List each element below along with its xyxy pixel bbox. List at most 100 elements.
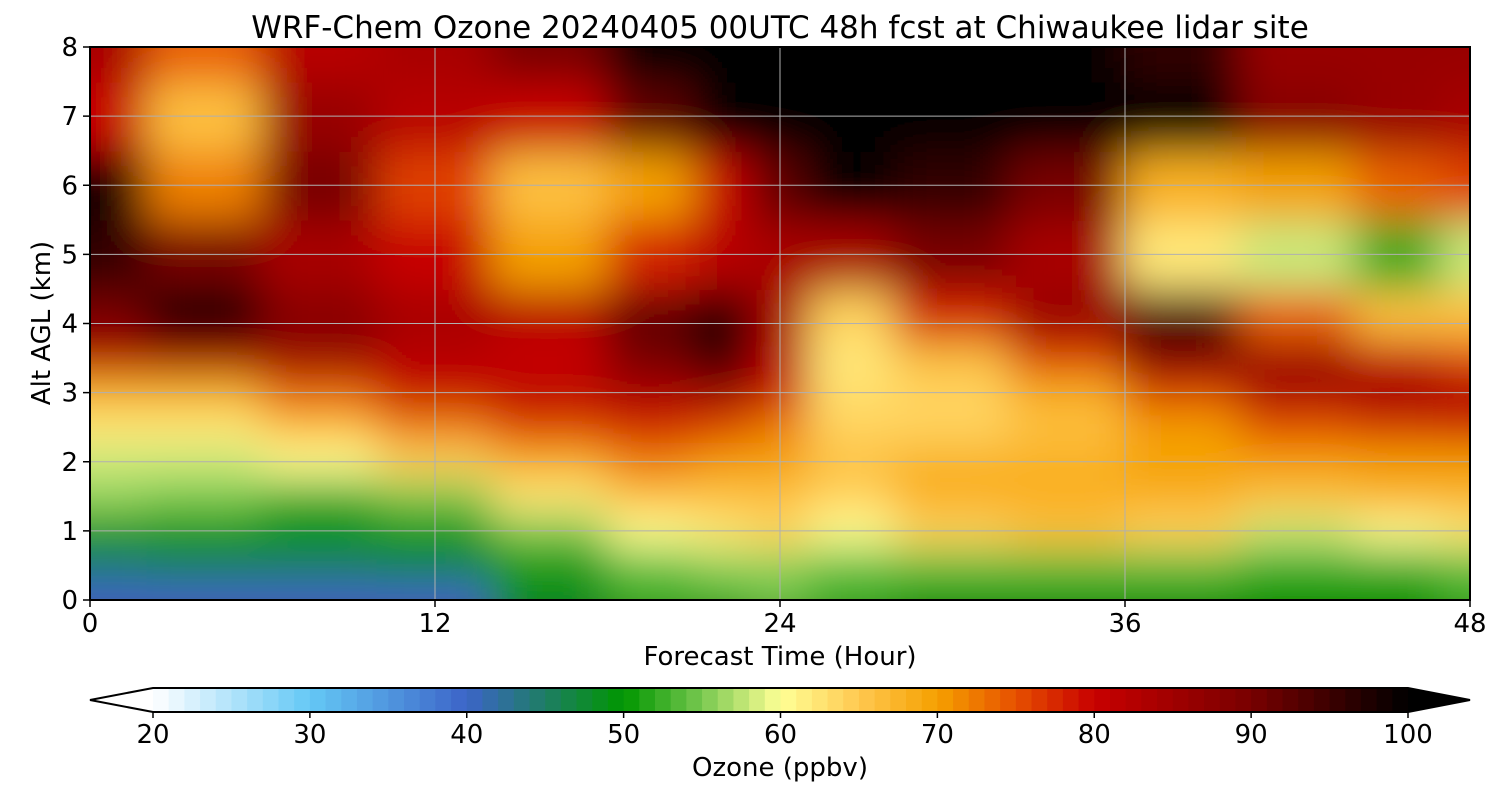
heatmap-cell — [491, 287, 609, 342]
colorbar-tick-label: 60 — [764, 720, 797, 750]
heatmap-cell — [1009, 339, 1126, 377]
x-tick-label: 24 — [763, 609, 796, 639]
heatmap-cell — [1239, 478, 1356, 515]
heatmap-cell — [894, 287, 1011, 342]
heatmap-cell — [146, 478, 264, 515]
colorbar-segment — [607, 688, 625, 712]
colorbar-segment — [529, 688, 546, 712]
colorbar-segment — [153, 688, 170, 712]
heatmap-cell — [692, 478, 753, 515]
colorbar-segment — [1313, 688, 1331, 712]
x-axis: 0 12 24 36 48 — [82, 600, 1487, 639]
colorbar-segment — [937, 688, 954, 712]
colorbar-segment — [576, 688, 593, 712]
heatmap-cell — [807, 408, 896, 446]
y-tick-label: 2 — [61, 448, 78, 478]
colorbar-segment — [560, 688, 578, 712]
x-axis-label: Forecast Time (Hour) — [643, 642, 916, 672]
heatmap-cell — [90, 339, 149, 377]
heatmap-cell — [491, 47, 609, 83]
colorbar-tick-label: 20 — [136, 720, 169, 750]
heatmap-cell — [807, 339, 896, 377]
colorbar-segment — [231, 688, 248, 712]
heatmap-cell — [491, 478, 609, 515]
heatmap-cell — [1440, 478, 1470, 515]
x-tick-label: 12 — [418, 609, 451, 639]
colorbar-segment — [623, 688, 640, 712]
colorbar-segment — [215, 688, 233, 712]
heatmap-cell — [894, 581, 1011, 600]
heatmap-cell — [1239, 287, 1356, 342]
colorbar-extend-max — [1408, 688, 1470, 712]
colorbar-segment — [592, 688, 609, 712]
heatmap-cell — [894, 339, 1011, 377]
heatmap-cell — [261, 47, 379, 83]
heatmap-cell — [692, 408, 753, 446]
heatmap-cell — [807, 478, 896, 515]
colorbar-segment — [1251, 688, 1268, 712]
heatmap-cell — [1354, 408, 1443, 446]
heatmap-cell — [1009, 547, 1126, 584]
heatmap-cell — [146, 547, 264, 584]
colorbar-segment — [890, 688, 907, 712]
colorbar-segment — [1392, 688, 1409, 712]
colorbar-segment — [341, 688, 358, 712]
y-axis-label: Alt AGL (km) — [27, 241, 57, 405]
colorbar-segment — [1298, 688, 1315, 712]
colorbar-segment — [325, 688, 342, 712]
colorbar-segment — [1000, 688, 1017, 712]
heatmap-cell — [146, 339, 264, 377]
colorbar-segment — [184, 688, 201, 712]
heatmap-cell — [606, 478, 695, 515]
heatmap-cell — [1239, 581, 1356, 600]
heatmap-cell — [261, 408, 379, 446]
heatmap-cell — [491, 408, 609, 446]
colorbar-segment — [1235, 688, 1252, 712]
heatmap-cell — [1009, 408, 1126, 446]
heatmap-cell — [894, 47, 1011, 83]
heatmap-cell — [1440, 547, 1470, 584]
heatmap-cell — [491, 339, 609, 377]
heatmap-cell — [1354, 581, 1443, 600]
heatmap-cell — [1239, 339, 1356, 377]
heatmap-cell — [1239, 408, 1356, 446]
colorbar-label: Ozone (ppbv) — [692, 753, 868, 783]
colorbar-segment — [984, 688, 1001, 712]
colorbar-tick-label: 100 — [1383, 720, 1433, 750]
heatmap-cell — [894, 547, 1011, 584]
colorbar-segment — [466, 688, 484, 712]
y-tick-label: 7 — [61, 102, 78, 132]
colorbar-segment — [513, 688, 531, 712]
colorbar-segment — [247, 688, 264, 712]
colorbar-segment — [906, 688, 923, 712]
x-tick-label: 36 — [1108, 609, 1141, 639]
colorbar-segment — [1172, 688, 1189, 712]
colorbar-segment — [372, 688, 389, 712]
heatmap-cell — [606, 547, 695, 584]
colorbar-segment — [356, 688, 374, 712]
colorbar-segment — [294, 688, 311, 712]
heatmap-cell — [90, 478, 149, 515]
colorbar-segment — [435, 688, 452, 712]
colorbar-tick-label: 30 — [293, 720, 326, 750]
heatmap-cell — [1124, 408, 1241, 446]
heatmap-cell — [146, 287, 264, 342]
colorbar — [89, 687, 1471, 713]
heatmap-cell — [692, 287, 753, 342]
colorbar-segment — [1329, 688, 1346, 712]
colorbar-segment — [796, 688, 813, 712]
colorbar-segment — [1345, 688, 1362, 712]
heatmap-cell — [146, 408, 264, 446]
heatmap-cell — [491, 581, 609, 600]
colorbar-segment — [1141, 688, 1158, 712]
colorbar-segment — [1188, 688, 1205, 712]
colorbar-segment — [1062, 688, 1080, 712]
y-tick-label: 8 — [61, 33, 78, 63]
colorbar-tick-label: 40 — [450, 720, 483, 750]
colorbar-segment — [545, 688, 562, 712]
y-tick-label: 3 — [61, 379, 78, 409]
colorbar-segment — [1282, 688, 1299, 712]
colorbar-segment — [717, 688, 735, 712]
colorbar-segment — [278, 688, 295, 712]
colorbar-segment — [1204, 688, 1221, 712]
